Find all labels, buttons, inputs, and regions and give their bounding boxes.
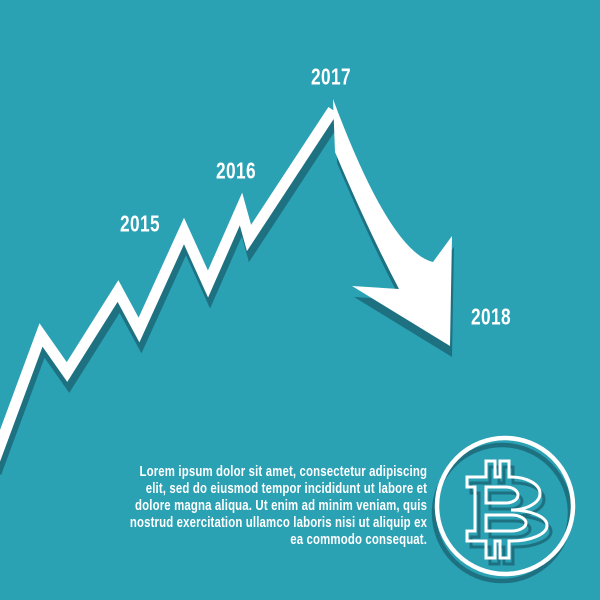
- year-label-2018: 2018: [471, 303, 511, 330]
- body-line: dolore magna aliqua. Ut enim ad minim ve…: [134, 497, 427, 514]
- year-label-2016: 2016: [216, 157, 256, 184]
- chart-line-and-arrow: [0, 99, 452, 462]
- bitcoin-icon: [431, 435, 576, 584]
- year-label-2015: 2015: [120, 210, 160, 237]
- year-label-2017: 2017: [311, 63, 351, 90]
- coin-ring: [434, 435, 576, 577]
- body-line: elit, sed do eiusmod tempor incididunt u…: [145, 480, 427, 497]
- bitcoin-glyph-shadow: [469, 465, 553, 566]
- body-line: ea commodo consequat.: [290, 531, 427, 548]
- body-paragraph: Lorem ipsum dolor sit amet, consectetur …: [36, 463, 427, 548]
- body-line: Lorem ipsum dolor sit amet, consectetur …: [139, 463, 427, 480]
- down-arrow: [333, 99, 452, 346]
- body-line: nostrud exercitation ullamco laboris nis…: [129, 514, 427, 531]
- coin-shadow: [431, 442, 573, 584]
- zigzag-line: [0, 106, 338, 462]
- bitcoin-glyph: [465, 459, 549, 560]
